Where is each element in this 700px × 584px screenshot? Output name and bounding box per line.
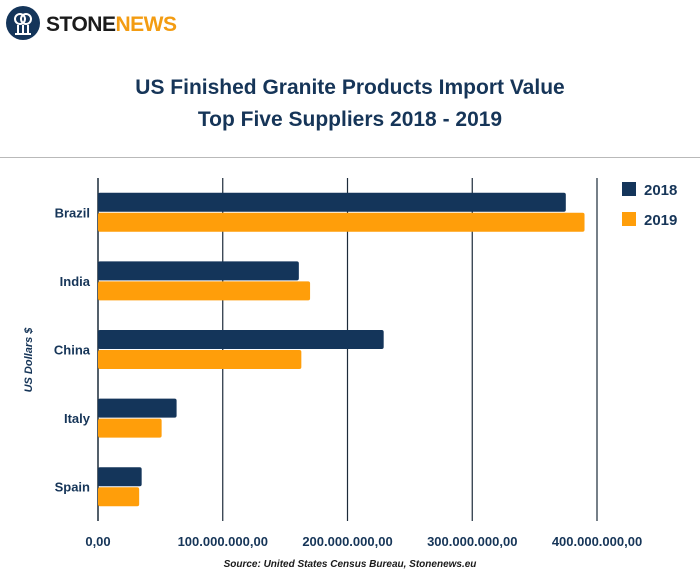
x-tick-label: 100.000.000,00 [178,534,268,549]
bar-italy-2019 [98,418,162,438]
axis-labels: 0,00 100.000.000,00 200.000.000,00 300.000.… [54,205,642,549]
bars [98,192,585,507]
x-tick-label: 300.000.000,00 [427,534,517,549]
x-tick-label: 200.000.000,00 [302,534,392,549]
legend-label-2019: 2019 [644,212,677,229]
bar-spain-2019 [98,487,140,507]
category-label: Brazil [55,205,90,220]
brand-name-part1: STONE [46,13,116,36]
header-divider [0,157,700,158]
legend-swatch-2018 [622,182,636,196]
x-tick-label: 0,00 [85,534,110,549]
gridlines [97,178,598,521]
bar-china-2018 [98,330,384,349]
source-note: Source: United States Census Bureau, Sto… [223,559,477,570]
bar-brazil-2018 [98,192,566,212]
category-label: Italy [64,411,91,426]
bar-china-2019 [98,350,302,369]
x-tick-label: 400.000.000,00 [552,534,642,549]
y-axis-label: US Dollars $ [23,327,35,393]
bar-india-2018 [98,261,299,281]
bar-india-2019 [98,281,311,301]
bar-brazil-2019 [98,212,585,232]
category-label: Spain [55,480,90,495]
category-label: China [54,343,91,358]
chart-title: US Finished Granite Products Import Valu… [135,76,565,99]
legend-label-2018: 2018 [644,182,677,199]
legend: 2018 2019 [622,182,677,229]
header: STONENEWS [0,0,700,50]
category-label: India [60,274,91,289]
bar-italy-2018 [98,398,177,418]
brand-logotype[interactable]: STONENEWS [46,13,177,37]
brand-name-part2: NEWS [115,13,177,36]
chart-subtitle: Top Five Suppliers 2018 - 2019 [197,108,503,131]
bar-spain-2018 [98,467,142,487]
stonenews-logo-icon[interactable] [6,6,40,40]
legend-swatch-2019 [622,212,636,226]
